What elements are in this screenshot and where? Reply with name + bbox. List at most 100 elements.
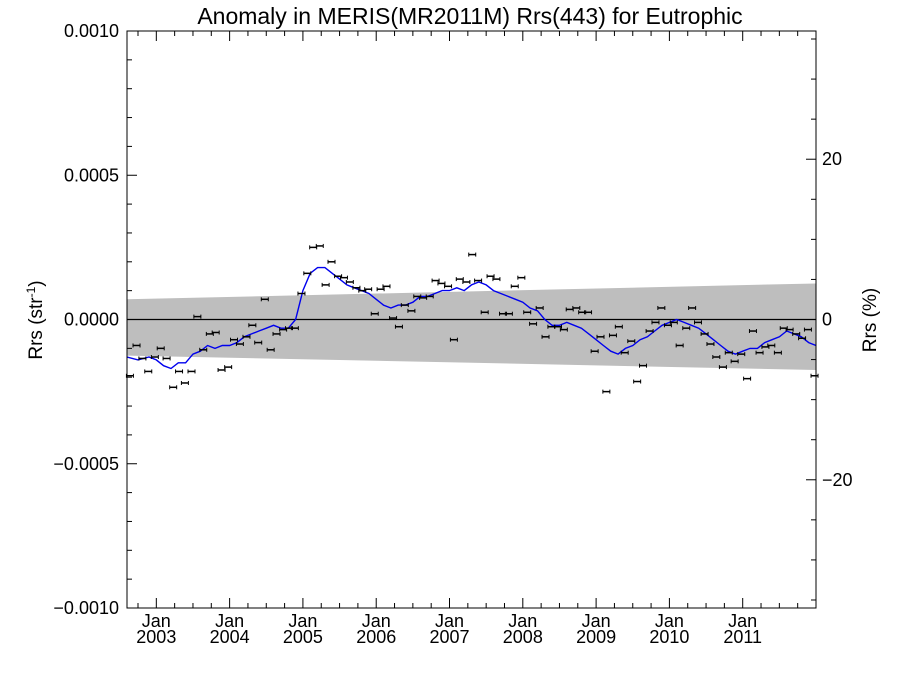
anomaly-point [272, 331, 281, 336]
anomaly-point [785, 327, 794, 332]
anomaly-point [260, 297, 269, 302]
anomaly-point [150, 355, 159, 360]
anomaly-point [254, 340, 263, 345]
y2-tick-label: −20 [822, 470, 853, 490]
y2-tick-label: 0 [822, 310, 832, 330]
anomaly-point [584, 310, 593, 315]
anomaly-point [407, 308, 416, 313]
anomaly-point [455, 277, 464, 282]
anomaly-point [162, 356, 171, 361]
anomaly-point [627, 339, 636, 344]
anomaly-point [529, 321, 538, 326]
anomaly-point [504, 311, 513, 316]
anomaly-point [724, 350, 733, 355]
anomaly-point [688, 305, 697, 310]
y2-tick-label: 20 [822, 149, 842, 169]
anomaly-point [663, 323, 672, 328]
anomaly-point [803, 327, 812, 332]
anomaly-point [474, 278, 483, 283]
x-tick-year-label: 2007 [429, 627, 469, 647]
x-tick-year-label: 2010 [649, 627, 689, 647]
anomaly-point [144, 369, 153, 374]
anomaly-point [748, 329, 757, 334]
anomaly-point [693, 320, 702, 325]
anomaly-point [394, 324, 403, 329]
anomaly-point [266, 347, 275, 352]
x-tick-month-label: Jan [655, 611, 684, 631]
anomaly-point [773, 350, 782, 355]
anomaly-point [309, 245, 318, 250]
anomaly-point [718, 365, 727, 370]
anomaly-point [633, 379, 642, 384]
anomaly-point [211, 330, 220, 335]
ticks-layer: 0.0010 0.0005 0.0000 −0.0005 −0.0010 20 0 −20 Ja… [53, 21, 852, 647]
anomaly-point [657, 305, 666, 310]
x-tick-month-label: Jan [728, 611, 757, 631]
x-tick-year-label: 2006 [356, 627, 396, 647]
x-tick-month-label: Jan [362, 611, 391, 631]
anomaly-point [138, 356, 147, 361]
x-tick-year-label: 2003 [136, 627, 176, 647]
anomaly-point [468, 252, 477, 257]
anomaly-point [224, 365, 233, 370]
anomaly-point [523, 310, 532, 315]
y-tick-label: −0.0010 [53, 598, 119, 618]
anomaly-point [199, 347, 208, 352]
anomaly-point [486, 274, 495, 279]
anomaly-point [400, 303, 409, 308]
y-axis-label: Rrs (str-1) [24, 280, 47, 359]
y-tick-label: −0.0005 [53, 454, 119, 474]
anomaly-point [730, 359, 739, 364]
anomaly-point [180, 380, 189, 385]
anomaly-point [462, 279, 471, 284]
anomaly-point [706, 342, 715, 347]
monthly-anomaly-layer [125, 243, 819, 394]
anomaly-point [235, 342, 244, 347]
x-tick-month-label: Jan [288, 611, 317, 631]
anomaly-point [175, 369, 184, 374]
chart-title: Anomaly in MERIS(MR2011M) Rrs(443) for E… [197, 3, 742, 29]
anomaly-point [682, 326, 691, 331]
y2-axis-label: Rrs (%) [860, 288, 881, 352]
x-tick-month-label: Jan [215, 611, 244, 631]
anomaly-point [242, 334, 251, 339]
anomaly-point [541, 334, 550, 339]
x-tick-month-label: Jan [508, 611, 537, 631]
anomaly-point [608, 333, 617, 338]
anomaly-point [798, 336, 807, 341]
anomaly-point [602, 389, 611, 394]
anomaly-point [315, 243, 324, 248]
anomaly-point [327, 259, 336, 264]
anomaly-point [645, 329, 654, 334]
anomaly-point [290, 326, 299, 331]
anomaly-point [737, 352, 746, 357]
anomaly-point [620, 350, 629, 355]
anomaly-point [517, 275, 526, 280]
anomaly-point [572, 305, 581, 310]
anomaly-point [217, 367, 226, 372]
anomaly-point [590, 349, 599, 354]
anomaly-point [792, 331, 801, 336]
x-tick-year-label: 2004 [210, 627, 250, 647]
anomaly-point [767, 343, 776, 348]
anomaly-point [449, 337, 458, 342]
anomaly-point [492, 277, 501, 282]
anomaly-point [639, 363, 648, 368]
anomaly-point [370, 311, 379, 316]
anomaly-point [248, 323, 257, 328]
anomaly-point [743, 376, 752, 381]
anomaly-point [352, 285, 361, 290]
x-tick-year-label: 2005 [283, 627, 323, 647]
anomaly-point [303, 271, 312, 276]
running-mean-layer [126, 266, 817, 370]
anomaly-point [230, 337, 239, 342]
anomaly-point [389, 316, 398, 321]
anomaly-point [596, 334, 605, 339]
x-tick-month-label: Jan [435, 611, 464, 631]
anomaly-point [675, 343, 684, 348]
anomaly-point [425, 294, 434, 299]
y-tick-label: 0.0000 [64, 310, 119, 330]
anomaly-point [431, 278, 440, 283]
anomaly-point [535, 305, 544, 310]
